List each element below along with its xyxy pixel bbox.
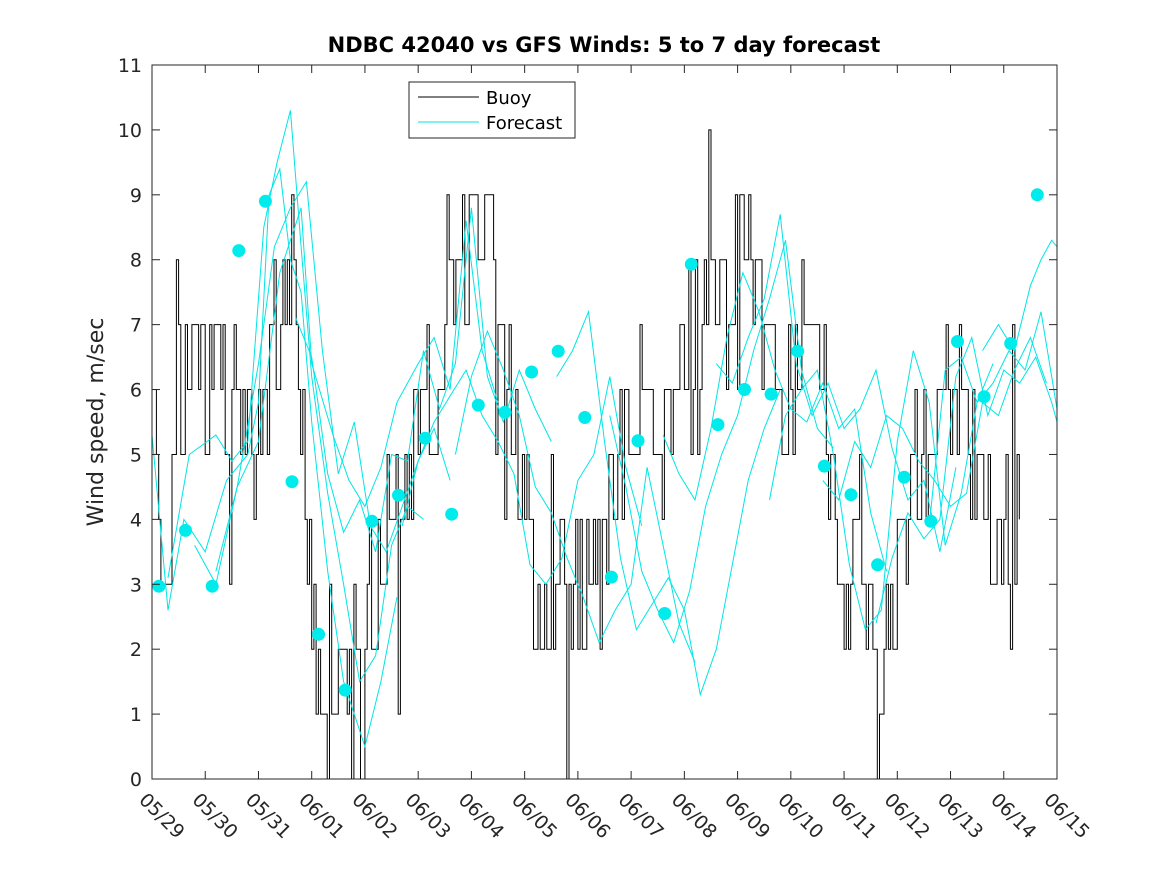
y-tick-label: 1 xyxy=(130,704,142,726)
plot-area xyxy=(152,65,1057,779)
x-tick-label: 05/29 xyxy=(134,789,188,843)
x-tick-label: 06/07 xyxy=(614,789,668,843)
x-tick-label: 06/12 xyxy=(880,789,934,843)
y-tick-label: 0 xyxy=(130,769,142,791)
y-tick-label: 11 xyxy=(118,55,142,77)
y-tick-label: 7 xyxy=(130,315,142,337)
forecast-marker-18 xyxy=(631,434,645,448)
forecast-marker-7 xyxy=(338,683,352,697)
forecast-marker-16 xyxy=(578,411,592,424)
forecast-series xyxy=(151,110,1058,749)
forecast-marker-10 xyxy=(418,431,432,445)
forecast-marker-24 xyxy=(791,344,805,358)
forecast-marker-9 xyxy=(392,488,405,502)
y-tick-label: 5 xyxy=(130,444,142,466)
forecast-line-9 xyxy=(662,271,888,572)
forecast-marker-33 xyxy=(1030,188,1044,202)
forecast-marker-20 xyxy=(684,257,698,271)
forecast-marker-23 xyxy=(764,387,778,401)
x-tick-label: 05/30 xyxy=(188,789,242,843)
forecast-marker-19 xyxy=(658,607,672,620)
x-tick-label: 06/13 xyxy=(933,789,987,843)
x-tick-label: 06/14 xyxy=(986,789,1040,843)
x-tick-label: 06/09 xyxy=(720,789,774,843)
forecast-marker-13 xyxy=(498,405,512,419)
forecast-marker-30 xyxy=(951,335,964,348)
forecast-marker-12 xyxy=(471,398,485,412)
forecast-line-10 xyxy=(715,214,957,552)
x-tick-label: 06/15 xyxy=(1039,789,1093,843)
x-tick-label: 06/08 xyxy=(667,789,721,843)
y-tick-label: 4 xyxy=(130,509,142,531)
forecast-marker-3 xyxy=(232,244,246,258)
y-tick-label: 3 xyxy=(130,574,142,596)
forecast-marker-5 xyxy=(285,475,299,489)
forecast-marker-26 xyxy=(844,488,858,502)
plot-frame xyxy=(151,64,1058,780)
x-tick-label: 06/10 xyxy=(773,789,827,843)
legend-box xyxy=(408,81,576,139)
x-tick-label: 06/02 xyxy=(347,789,401,843)
forecast-line-14 xyxy=(928,311,1058,526)
forecast-marker-27 xyxy=(871,558,885,572)
forecast-marker-11 xyxy=(445,507,459,521)
forecast-marker-22 xyxy=(738,383,751,396)
legend-label-forecast: Forecast xyxy=(486,113,562,134)
y-tick-label: 8 xyxy=(130,250,142,272)
forecast-marker-14 xyxy=(525,365,539,379)
forecast-line-12 xyxy=(822,336,1047,508)
x-tick-label: 06/05 xyxy=(507,789,561,843)
y-axis: 0 1 2 3 4 5 6 7 8 9 10 11 xyxy=(118,55,1057,791)
x-tick-label: 06/03 xyxy=(401,789,455,843)
forecast-marker-1 xyxy=(179,523,192,537)
y-tick-label: 9 xyxy=(130,185,142,207)
y-axis-label: Wind speed, m/sec xyxy=(84,318,109,527)
forecast-marker-8 xyxy=(365,514,379,528)
chart-title: NDBC 42040 vs GFS Winds: 5 to 7 day fore… xyxy=(328,33,881,57)
forecast-line-4 xyxy=(295,207,552,552)
forecast-marker-6 xyxy=(312,627,326,641)
forecast-line-6 xyxy=(454,329,696,663)
forecast-line-13 xyxy=(875,335,1058,624)
forecast-line-5 xyxy=(401,368,643,586)
y-tick-label: 6 xyxy=(130,380,142,402)
forecast-line-8 xyxy=(609,240,834,645)
forecast-marker-4 xyxy=(258,194,272,208)
forecast-line-2 xyxy=(194,180,451,586)
forecast-marker-17 xyxy=(604,570,618,584)
x-tick-label: 06/01 xyxy=(294,789,348,843)
forecast-marker-0 xyxy=(152,579,166,593)
forecast-line-1 xyxy=(167,110,424,683)
x-tick-label: 06/04 xyxy=(454,789,508,843)
forecast-marker-2 xyxy=(205,579,219,593)
buoy-line xyxy=(152,129,1020,780)
x-tick-label: 06/06 xyxy=(560,789,614,843)
forecast-marker-32 xyxy=(1004,337,1018,350)
forecast-line-11 xyxy=(769,350,994,631)
forecast-marker-15 xyxy=(551,344,565,358)
forecast-line-0 xyxy=(151,166,398,749)
forecast-line-7 xyxy=(556,309,781,697)
forecast-marker-29 xyxy=(924,514,938,528)
x-tick-label: 06/11 xyxy=(827,789,881,843)
y-tick-label: 10 xyxy=(118,120,142,142)
forecast-line-15 xyxy=(982,239,1058,352)
legend-label-buoy: Buoy xyxy=(486,88,532,109)
legend: Buoy Forecast xyxy=(408,81,576,139)
forecast-marker-25 xyxy=(817,459,831,473)
buoy-series xyxy=(152,129,1020,780)
forecast-marker-31 xyxy=(977,390,991,404)
forecast-markers xyxy=(152,188,1044,697)
forecast-marker-21 xyxy=(711,418,725,432)
x-tick-label: 05/31 xyxy=(241,789,295,843)
forecast-marker-28 xyxy=(897,470,911,484)
y-tick-label: 2 xyxy=(130,639,142,661)
forecast-line-3 xyxy=(215,207,499,572)
